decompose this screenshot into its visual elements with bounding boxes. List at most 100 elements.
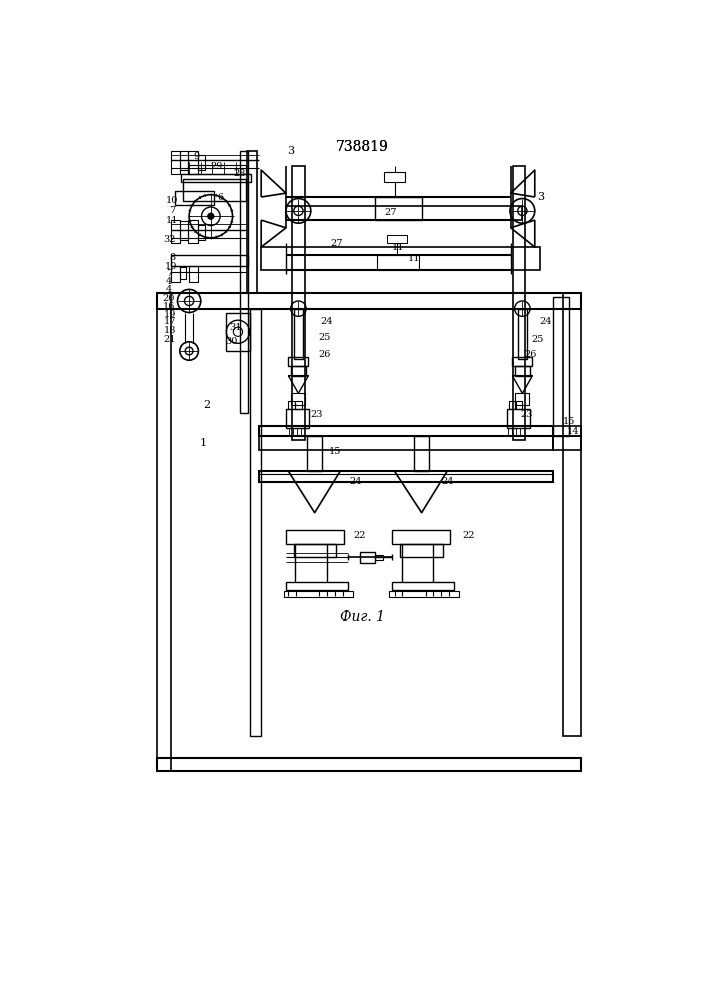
Text: Фиг. 1: Фиг. 1 (340, 610, 385, 624)
Bar (187, 151, 199, 174)
Text: 18: 18 (163, 326, 176, 335)
Bar (170, 220, 180, 243)
Text: 27: 27 (330, 239, 343, 248)
Text: 28: 28 (233, 169, 246, 178)
Bar (375, 555, 383, 560)
Bar (189, 266, 199, 282)
Bar (513, 166, 525, 309)
Bar (156, 293, 170, 771)
Text: 29: 29 (210, 162, 223, 171)
Text: 11: 11 (408, 254, 420, 263)
Bar (170, 151, 180, 174)
Text: 1: 1 (199, 438, 206, 448)
Text: 19: 19 (163, 310, 176, 319)
Text: 23: 23 (520, 410, 532, 419)
Text: 27: 27 (385, 208, 397, 217)
Bar (259, 471, 554, 482)
Bar (554, 426, 580, 436)
Text: 15: 15 (563, 417, 575, 426)
Bar (387, 235, 407, 243)
Text: 25: 25 (532, 335, 544, 344)
Text: 21: 21 (163, 335, 176, 344)
Text: 24: 24 (441, 477, 453, 486)
Bar (259, 436, 554, 450)
Circle shape (208, 213, 214, 219)
Bar (182, 174, 251, 182)
Bar (199, 155, 204, 170)
Text: 10: 10 (164, 262, 177, 271)
Bar (288, 401, 295, 409)
Bar (247, 151, 257, 293)
Bar (183, 179, 247, 201)
Bar (187, 165, 246, 174)
Text: 17: 17 (163, 317, 176, 326)
Bar (554, 297, 569, 436)
Bar (156, 758, 580, 771)
Bar (284, 591, 354, 597)
Bar (293, 544, 337, 557)
Text: 24: 24 (321, 317, 333, 326)
Text: 32: 32 (163, 235, 176, 244)
Bar (307, 436, 322, 471)
Bar (286, 582, 348, 590)
Bar (507, 409, 530, 428)
Bar (509, 401, 515, 409)
Text: 26: 26 (524, 350, 537, 359)
Bar (392, 530, 450, 544)
Text: 3: 3 (537, 192, 544, 202)
Bar (180, 221, 187, 240)
Text: 738819: 738819 (337, 140, 389, 154)
Bar (360, 552, 375, 563)
Bar (288, 357, 308, 366)
Text: 22: 22 (462, 531, 474, 540)
Bar (226, 312, 250, 351)
Bar (286, 409, 309, 428)
Text: 11: 11 (166, 216, 178, 225)
Text: 24: 24 (349, 477, 362, 486)
Text: 6: 6 (217, 192, 223, 202)
Text: 3: 3 (287, 146, 294, 156)
Text: 738819: 738819 (337, 140, 389, 154)
Bar (563, 293, 580, 736)
Bar (187, 220, 199, 243)
Bar (170, 266, 180, 282)
Text: 25: 25 (319, 333, 331, 342)
Bar (291, 393, 305, 405)
Bar (385, 172, 404, 182)
Text: 10: 10 (166, 196, 178, 205)
Bar (291, 366, 306, 376)
Bar (518, 309, 527, 359)
Text: 31: 31 (229, 323, 242, 332)
Bar (250, 309, 261, 736)
Text: 4: 4 (166, 285, 172, 294)
Text: 26: 26 (319, 350, 331, 359)
Text: 7: 7 (169, 206, 175, 215)
Text: 14: 14 (566, 427, 579, 436)
Text: 24: 24 (539, 317, 552, 326)
Bar (259, 426, 554, 436)
Bar (378, 255, 419, 270)
Text: 2: 2 (204, 400, 211, 410)
Bar (296, 401, 301, 409)
Bar (375, 197, 421, 220)
Bar (286, 206, 522, 220)
Bar (513, 357, 532, 366)
Bar (261, 247, 540, 270)
Bar (516, 401, 522, 409)
Bar (515, 393, 530, 405)
Bar (180, 267, 186, 279)
Text: 23: 23 (311, 410, 323, 419)
Text: 7: 7 (166, 269, 172, 278)
Bar (170, 255, 248, 266)
Bar (400, 544, 443, 557)
Bar (292, 166, 305, 309)
Bar (180, 151, 187, 170)
Text: 8: 8 (169, 253, 175, 262)
Bar (293, 309, 303, 359)
Text: 15: 15 (329, 447, 341, 456)
Bar (199, 225, 204, 240)
Bar (175, 191, 214, 205)
Text: 9: 9 (194, 152, 200, 161)
Bar (513, 309, 525, 440)
Bar (286, 530, 344, 544)
